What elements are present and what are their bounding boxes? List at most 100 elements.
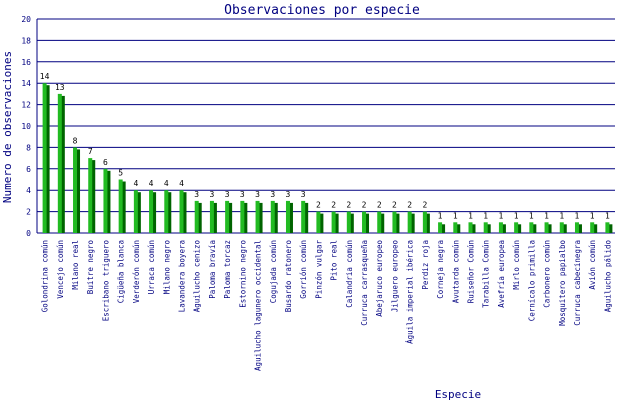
bar	[498, 222, 503, 233]
bar-shadow	[547, 224, 552, 233]
bar	[422, 211, 427, 233]
bar	[316, 211, 321, 233]
bar-shadow	[593, 224, 598, 233]
bar-value-label: 1	[575, 211, 580, 220]
bar-shadow	[197, 202, 202, 233]
bar-shadow	[243, 202, 248, 233]
bar-value-label: 3	[240, 190, 245, 199]
bar-shadow	[76, 149, 81, 233]
y-tick-label: 10	[21, 122, 31, 131]
y-tick-label: 14	[21, 79, 31, 88]
x-tick-label: Ruiseñor Común	[467, 240, 476, 303]
y-tick-label: 12	[21, 101, 31, 110]
bar	[194, 200, 199, 233]
x-tick-label: Aguilucho cenizo	[193, 240, 202, 313]
bar	[483, 222, 488, 233]
bar-shadow	[273, 202, 278, 233]
bar-value-label: 6	[103, 158, 108, 167]
bar-shadow	[441, 224, 446, 233]
grid	[36, 18, 615, 234]
x-tick-label: Curruca carrasqueña	[360, 240, 369, 326]
bar-shadow	[517, 224, 522, 233]
bar-shadow	[167, 192, 172, 233]
bar	[88, 158, 93, 233]
x-tick-label: Milano real	[71, 240, 80, 290]
x-tick-label: Golondrina común	[41, 240, 50, 312]
bar	[42, 83, 47, 233]
bar-value-label: 3	[255, 190, 260, 199]
bar-value-label: 3	[210, 190, 215, 199]
bar	[331, 211, 336, 233]
y-tick-label: 6	[26, 165, 31, 174]
bar-shadow	[486, 224, 491, 233]
x-tick-label: Paloma torcaz	[223, 240, 232, 299]
bar-shadow	[425, 213, 430, 233]
bar-value-label: 1	[590, 211, 595, 220]
x-tick-label: Urraca común	[147, 240, 156, 294]
bar-shadow	[228, 202, 233, 233]
bar	[468, 222, 473, 233]
x-tick-label: Verderón común	[132, 240, 141, 303]
x-tick-label: Aguilucho pálido	[603, 240, 612, 313]
x-tick-label: Buitre negro	[86, 240, 95, 295]
bar	[346, 211, 351, 233]
x-axis-label: Especie	[435, 388, 481, 400]
bar	[301, 200, 306, 233]
bar-value-label: 1	[544, 211, 549, 220]
bar-shadow	[608, 224, 613, 233]
bar	[285, 200, 290, 233]
bar-shadow	[349, 213, 354, 233]
x-tick-label: Lavandera boyera	[178, 240, 187, 312]
bar-value-label: 2	[422, 201, 427, 210]
y-axis-ticks: 0 2 4 6 8 10 12 14 16 18 20	[21, 15, 31, 238]
x-tick-label: Cogujada común	[269, 240, 278, 303]
bar-value-label: 2	[407, 201, 412, 210]
y-tick-label: 4	[26, 186, 31, 195]
bar-value-label: 1	[559, 211, 564, 220]
bar-shadow	[152, 192, 157, 233]
bar-shadow	[395, 213, 400, 233]
bar-shadow	[304, 202, 309, 233]
bar	[209, 200, 214, 233]
bar	[544, 222, 549, 233]
bar-value-label: 2	[392, 201, 397, 210]
bar-value-label: 2	[377, 201, 382, 210]
bar-value-label: 2	[331, 201, 336, 210]
y-axis-label: Numero de observaciones	[1, 51, 14, 203]
bar	[225, 200, 230, 233]
y-tick-label: 16	[21, 58, 31, 67]
bar	[392, 211, 397, 233]
bar-shadow	[106, 170, 111, 233]
bar-value-label: 2	[362, 201, 367, 210]
bar-value-label: 5	[118, 169, 123, 178]
bar	[377, 211, 382, 233]
x-tick-label: Cernícalo primilla	[527, 240, 536, 321]
bar-value-label: 1	[438, 211, 443, 220]
bar-shadow	[365, 213, 370, 233]
x-tick-label: Calandria común	[345, 240, 354, 308]
y-tick-label: 18	[21, 36, 31, 45]
bar-value-label: 14	[40, 72, 50, 81]
x-tick-label: Jilguero europeo	[390, 240, 399, 313]
x-tick-label: Perdiz roja	[421, 240, 430, 290]
y-tick-label: 0	[26, 229, 31, 238]
bar-shadow	[182, 192, 187, 233]
bar	[118, 179, 123, 233]
x-tick-label: Cigüeña blanca	[117, 240, 126, 303]
x-tick-label: Curruca cabecinegra	[573, 240, 582, 326]
bar-value-label: 4	[164, 179, 169, 188]
x-tick-label: Aguilucho lagunero occidental	[254, 240, 263, 371]
bar-shadow	[136, 192, 141, 233]
bar	[240, 200, 245, 233]
bar-value-label: 3	[225, 190, 230, 199]
bar	[133, 190, 138, 233]
bar-value-label: 7	[88, 147, 93, 156]
x-tick-label: Avefría europea	[497, 240, 506, 308]
bar-shadow	[91, 160, 96, 233]
bar-shadow	[319, 213, 324, 233]
x-tick-label: Mirlo común	[512, 240, 521, 290]
bar-value-label: 3	[194, 190, 199, 199]
bar-value-label: 1	[499, 211, 504, 220]
bar-shadow	[380, 213, 385, 233]
